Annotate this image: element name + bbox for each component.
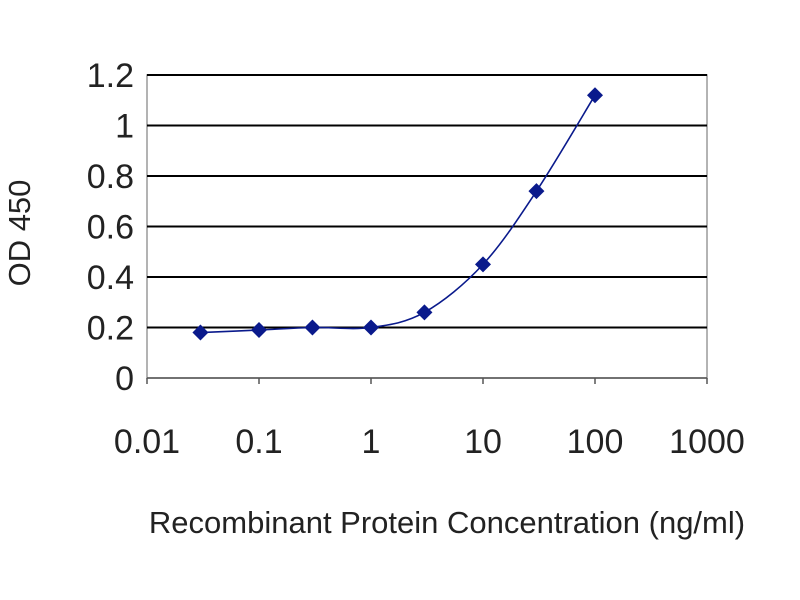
y-tick-label: 0.8 xyxy=(87,158,134,196)
data-point xyxy=(363,319,379,336)
x-tick-label: 0.01 xyxy=(114,423,180,461)
data-point xyxy=(587,87,603,104)
y-tick-label: 0.4 xyxy=(87,259,134,297)
y-tick-label: 0.6 xyxy=(87,209,134,247)
y-axis-ticks: 0 0.2 0.4 0.6 0.8 1 1.2 xyxy=(87,57,134,398)
data-point xyxy=(475,256,491,273)
y-tick-label: 0 xyxy=(115,360,134,398)
data-point xyxy=(304,319,321,336)
x-tick-label: 10 xyxy=(464,423,502,461)
y-tick-label: 1 xyxy=(115,108,134,146)
x-axis-title: Recombinant Protein Concentration (ng/ml… xyxy=(149,505,745,540)
gridlines xyxy=(147,74,707,379)
y-tick-label: 1.2 xyxy=(87,57,134,95)
x-tick-label: 1000 xyxy=(669,423,745,461)
x-tick-label: 100 xyxy=(567,423,624,461)
data-series xyxy=(192,87,603,341)
data-point xyxy=(416,304,433,321)
data-point xyxy=(192,324,209,341)
y-tick-label: 0.2 xyxy=(87,310,134,348)
x-tick-label: 0.1 xyxy=(235,423,282,461)
x-tick-label: 1 xyxy=(362,423,381,461)
data-point xyxy=(528,183,545,200)
x-axis-ticks: 0.01 0.1 1 10 100 1000 xyxy=(114,378,745,461)
y-axis-title: OD 450 xyxy=(2,180,37,287)
data-point xyxy=(251,322,267,339)
